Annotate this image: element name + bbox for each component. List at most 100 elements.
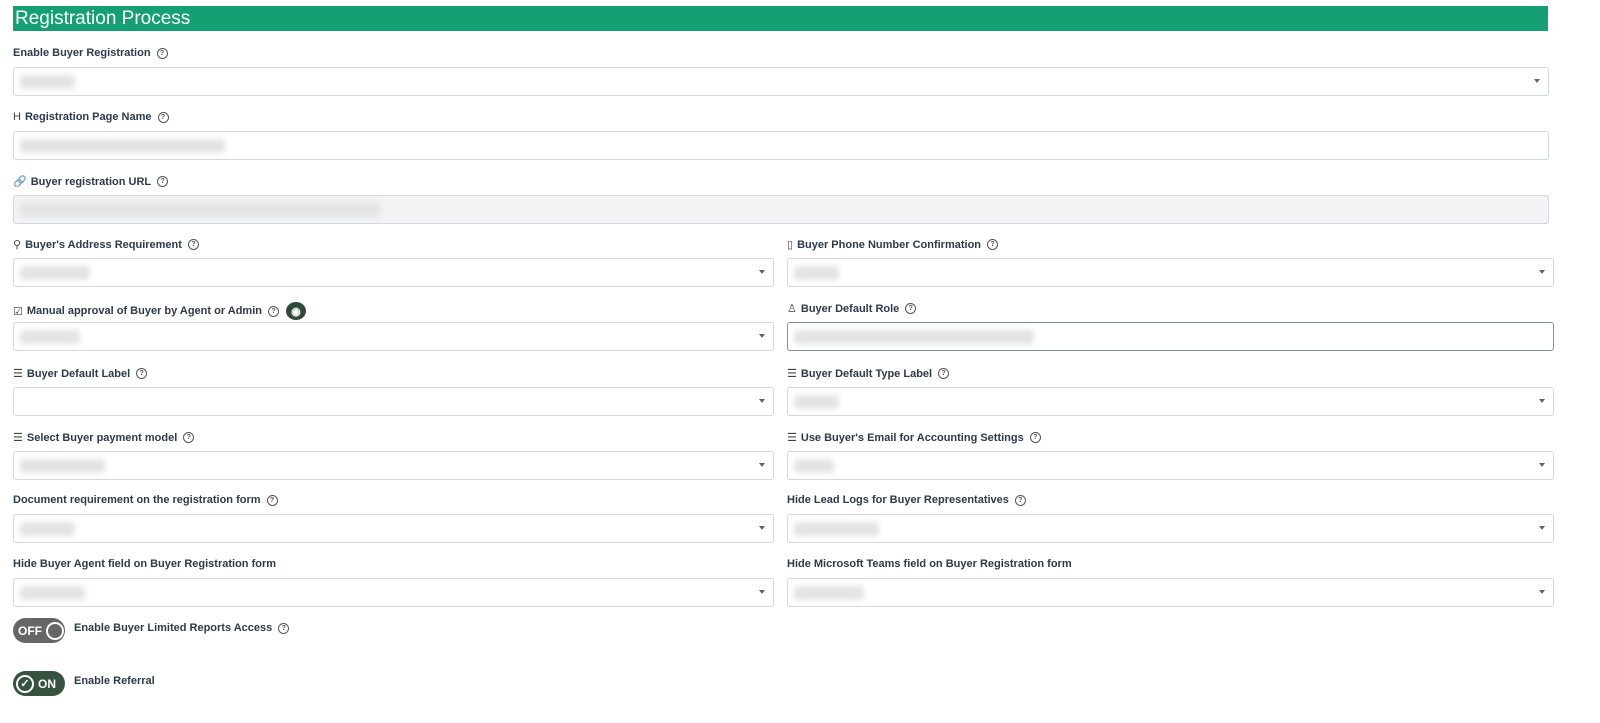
field-label: Hide Microsoft Teams field on Buyer Regi… — [787, 558, 1072, 570]
label-text: Manual approval of Buyer by Agent or Adm… — [26, 305, 262, 317]
limited-reports-toggle[interactable]: OFF — [13, 618, 65, 643]
field-label: 🔗 Buyer registration URL? — [13, 175, 169, 188]
label-text: Enable Buyer Registration — [13, 47, 151, 59]
help-icon[interactable]: ? — [267, 305, 279, 317]
user-icon: ♙ — [787, 303, 797, 315]
field-label: ☰ Select Buyer payment model? — [13, 431, 195, 444]
label-text: Document requirement on the registration… — [13, 494, 261, 506]
redacted-value — [20, 203, 380, 217]
toggle-state: OFF — [18, 623, 42, 638]
field-label: Document requirement on the registration… — [13, 494, 278, 506]
input-field[interactable] — [787, 322, 1554, 351]
select-field[interactable] — [787, 258, 1554, 287]
help-icon[interactable]: ? — [156, 47, 168, 59]
field-label: Enable Buyer Registration? — [13, 47, 168, 59]
select-field[interactable] — [787, 451, 1554, 480]
redacted-value — [794, 266, 839, 280]
redacted-value — [20, 522, 75, 536]
eye-icon[interactable]: ◉ — [285, 302, 306, 320]
help-icon[interactable]: ? — [266, 494, 278, 506]
field-label: Hide Lead Logs for Buyer Representatives… — [787, 494, 1026, 506]
select-field[interactable] — [13, 67, 1549, 96]
redacted-value — [20, 459, 105, 473]
dropdown-caret-icon[interactable] — [1539, 463, 1545, 467]
field-label: H Registration Page Name? — [13, 111, 169, 123]
label-text: Enable Buyer Limited Reports Access — [74, 622, 273, 634]
dropdown-caret-icon[interactable] — [759, 590, 765, 594]
help-icon[interactable]: ? — [183, 432, 195, 443]
referral-toggle[interactable]: ✓ ON — [13, 671, 65, 696]
label-text: Buyer's Address Requirement — [25, 238, 182, 251]
help-icon[interactable]: ? — [157, 176, 169, 187]
redacted-value — [794, 586, 864, 600]
select-field[interactable] — [787, 514, 1554, 543]
field-label: ☰ Buyer Default Label? — [13, 367, 148, 380]
dropdown-caret-icon[interactable] — [759, 526, 765, 530]
help-icon[interactable]: ? — [187, 239, 199, 250]
dropdown-caret-icon[interactable] — [1539, 399, 1545, 403]
help-icon[interactable]: ? — [136, 368, 148, 379]
dropdown-caret-icon[interactable] — [1539, 526, 1545, 530]
label-text: Registration Page Name — [24, 111, 152, 123]
redacted-value — [20, 586, 85, 600]
list-icon: ☰ — [13, 432, 23, 444]
field-label: ☰ Buyer Default Type Label? — [787, 367, 950, 380]
select-field[interactable] — [787, 578, 1554, 607]
toggle-knob — [46, 621, 64, 640]
redacted-value — [794, 522, 879, 536]
redacted-value — [794, 459, 834, 473]
help-icon[interactable]: ? — [987, 239, 999, 250]
label-text: Buyer Default Label — [26, 367, 131, 380]
label-text: Buyer Phone Number Confirmation — [797, 238, 982, 251]
dropdown-caret-icon[interactable] — [759, 334, 765, 338]
input-field[interactable] — [13, 131, 1549, 160]
select-field[interactable] — [13, 322, 774, 351]
dropdown-caret-icon[interactable] — [1539, 270, 1545, 274]
link-icon: 🔗 — [13, 176, 27, 188]
field-label: ☰ Use Buyer's Email for Accounting Settin… — [787, 431, 1041, 444]
input-field — [13, 195, 1549, 224]
section-header: Registration Process — [13, 6, 1548, 31]
check-icon: ✓ — [16, 674, 34, 693]
dropdown-caret-icon[interactable] — [759, 463, 765, 467]
label-text: Buyer Default Role — [800, 302, 900, 315]
help-icon[interactable]: ? — [157, 111, 169, 123]
limited-reports-label: Enable Buyer Limited Reports Access? — [74, 622, 290, 634]
heading-icon: H — [13, 111, 21, 123]
select-field[interactable] — [13, 258, 774, 287]
select-field[interactable] — [13, 451, 774, 480]
select-field[interactable] — [13, 578, 774, 607]
label-text: Buyer Default Type Label — [800, 367, 933, 380]
label-text: Select Buyer payment model — [26, 431, 178, 444]
referral-label: Enable Referral — [74, 675, 155, 687]
help-icon[interactable]: ? — [278, 622, 290, 634]
redacted-value — [794, 330, 1034, 344]
help-icon[interactable]: ? — [1029, 432, 1041, 443]
redacted-value — [20, 266, 90, 280]
dropdown-caret-icon[interactable] — [759, 399, 765, 403]
dropdown-caret-icon[interactable] — [1534, 79, 1540, 83]
field-label: ♙ Buyer Default Role? — [787, 302, 917, 315]
field-label: Hide Buyer Agent field on Buyer Registra… — [13, 558, 276, 570]
dropdown-caret-icon[interactable] — [1539, 590, 1545, 594]
select-field[interactable] — [13, 387, 774, 416]
label-text: Use Buyer's Email for Accounting Setting… — [800, 431, 1024, 444]
field-label: ☑ Manual approval of Buyer by Agent or Ad… — [13, 302, 306, 320]
dropdown-caret-icon[interactable] — [759, 270, 765, 274]
list-icon: ☰ — [13, 368, 23, 380]
label-text: Buyer registration URL — [30, 175, 152, 188]
mobile-phone-icon: ▯ — [787, 239, 794, 251]
map-pin-icon: ⚲ — [13, 239, 22, 251]
redacted-value — [20, 139, 225, 153]
redacted-value — [794, 395, 839, 409]
select-field[interactable] — [13, 514, 774, 543]
help-icon[interactable]: ? — [905, 303, 917, 314]
field-label: ⚲ Buyer's Address Requirement? — [13, 238, 199, 251]
select-field[interactable] — [787, 387, 1554, 416]
redacted-value — [20, 75, 75, 89]
label-text: Hide Microsoft Teams field on Buyer Regi… — [787, 558, 1072, 570]
help-icon[interactable]: ? — [1014, 494, 1026, 506]
help-icon[interactable]: ? — [938, 368, 950, 379]
list-icon: ☰ — [787, 432, 797, 444]
list-icon: ☰ — [787, 368, 797, 380]
